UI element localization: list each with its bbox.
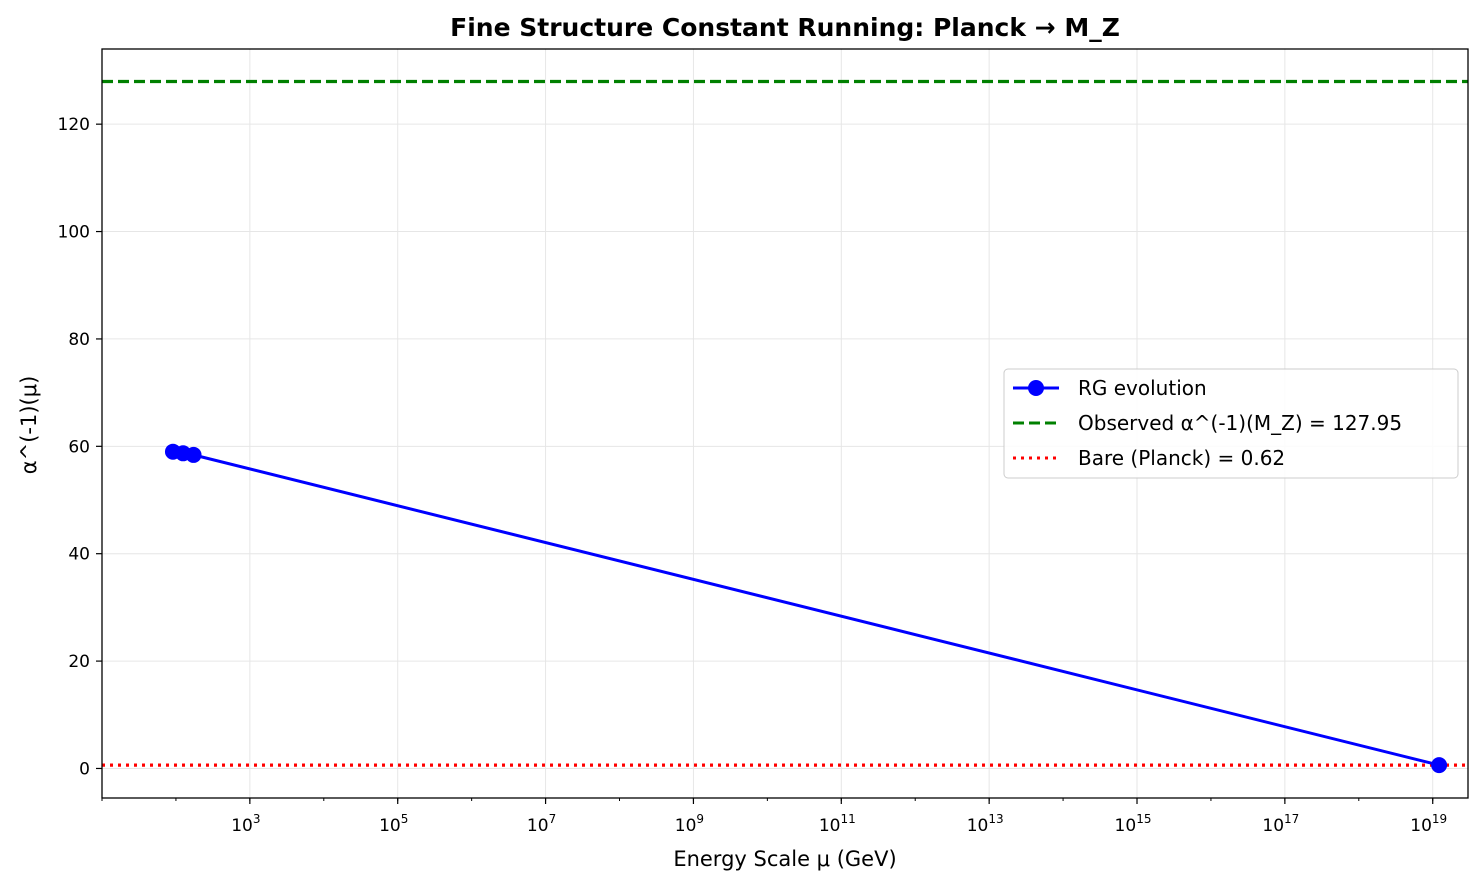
legend-label-bare: Bare (Planck) = 0.62: [1078, 446, 1285, 470]
x-tick-label: 1013: [967, 812, 1004, 836]
y-tick-label: 0: [79, 759, 90, 779]
data-point: [185, 446, 202, 463]
legend-label-observed: Observed α^(-1)(M_Z) = 127.95: [1078, 411, 1402, 435]
y-axis-ticks: 0 20 40 60 80 100 120: [58, 115, 102, 779]
legend: RG evolution Observed α^(-1)(M_Z) = 127.…: [1003, 368, 1459, 479]
x-tick-label: 109: [675, 812, 704, 836]
y-tick-label: 60: [68, 437, 90, 457]
x-tick-label: 107: [527, 812, 556, 836]
x-tick-label: 103: [231, 812, 260, 836]
x-tick-label: 1011: [819, 812, 856, 836]
x-tick-label: 105: [379, 812, 408, 836]
grid: [102, 49, 1468, 798]
y-tick-label: 20: [68, 652, 90, 672]
legend-label-rg-evolution: RG evolution: [1078, 376, 1207, 400]
series-layer: [164, 443, 1448, 774]
reference-lines: [102, 79, 1468, 767]
data-point: [1431, 757, 1448, 774]
x-axis-label: Energy Scale μ (GeV): [673, 847, 896, 871]
plot-frame: [101, 48, 1469, 799]
y-tick-label: 40: [68, 545, 90, 565]
y-tick-label: 80: [68, 330, 90, 350]
x-tick-label: 1015: [1115, 812, 1152, 836]
y-axis-label: α^(-1)(μ): [17, 376, 41, 475]
x-tick-label: 1019: [1410, 812, 1447, 836]
legend-marker-rg-evolution: [1028, 380, 1044, 396]
x-tick-label: 1017: [1262, 812, 1299, 836]
chart-title: Fine Structure Constant Running: Planck …: [450, 13, 1120, 42]
x-axis-ticks: 103 105 107 109 1011 1013 1015 1017 1019: [101, 798, 1447, 836]
y-tick-label: 120: [58, 115, 90, 135]
y-tick-label: 100: [58, 223, 90, 243]
legend-box: [1003, 368, 1459, 479]
